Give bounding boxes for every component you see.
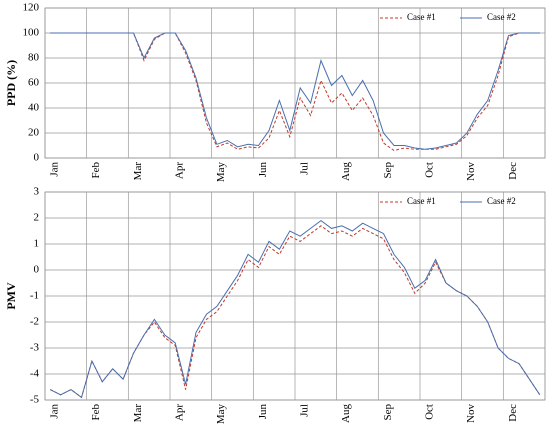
y-tick-label: 0 (34, 152, 40, 164)
x-tick-label: Nov (465, 162, 477, 181)
y-tick-label: -1 (30, 290, 39, 302)
x-tick-label: Oct (424, 162, 436, 178)
y-tick-label: -3 (30, 342, 40, 354)
x-tick-label: Feb (90, 404, 102, 421)
x-tick-label: Mar (132, 162, 144, 181)
x-tick-label: May (215, 162, 227, 183)
y-tick-label: 100 (23, 27, 40, 39)
x-tick-label: Aug (340, 404, 352, 423)
x-tick-label: Jun (257, 404, 269, 420)
x-tick-label: Jul (299, 162, 311, 175)
legend-label: Case #2 (487, 12, 516, 22)
x-tick-label: Dec (507, 162, 519, 180)
x-tick-label: Apr (174, 404, 186, 421)
x-tick-label: Sep (382, 404, 394, 421)
y-tick-label: 120 (23, 2, 40, 14)
y-tick-label: 2 (34, 212, 40, 224)
y-tick-label: 3 (34, 186, 40, 198)
y-tick-label: 20 (28, 127, 40, 139)
legend-label: Case #1 (407, 196, 436, 206)
x-tick-label: Oct (424, 404, 436, 420)
y-axis-label: PPD (%) (4, 60, 18, 106)
y-tick-label: 60 (28, 77, 40, 89)
x-tick-label: Aug (340, 162, 352, 181)
y-tick-label: -4 (30, 368, 40, 380)
x-tick-label: Mar (132, 404, 144, 423)
legend-label: Case #2 (487, 196, 516, 206)
y-tick-label: 40 (28, 102, 40, 114)
x-tick-label: Nov (465, 404, 477, 423)
x-tick-label: Jul (299, 404, 311, 417)
x-tick-label: Feb (90, 162, 102, 179)
x-tick-label: May (215, 404, 227, 425)
x-tick-label: Sep (382, 162, 394, 179)
x-tick-label: Jan (49, 404, 61, 419)
x-tick-label: Jan (49, 162, 61, 177)
y-tick-label: -5 (30, 394, 40, 406)
y-tick-label: 80 (28, 52, 40, 64)
y-tick-label: 1 (34, 238, 40, 250)
series-line (50, 32, 540, 150)
y-axis-label: PMV (4, 282, 18, 310)
x-tick-label: Jun (257, 162, 269, 178)
legend-label: Case #1 (407, 12, 436, 22)
x-tick-label: Dec (507, 404, 519, 422)
y-tick-label: 0 (34, 264, 40, 276)
x-tick-label: Apr (174, 162, 186, 179)
y-tick-label: -2 (30, 316, 39, 328)
series-line (49, 219, 541, 399)
